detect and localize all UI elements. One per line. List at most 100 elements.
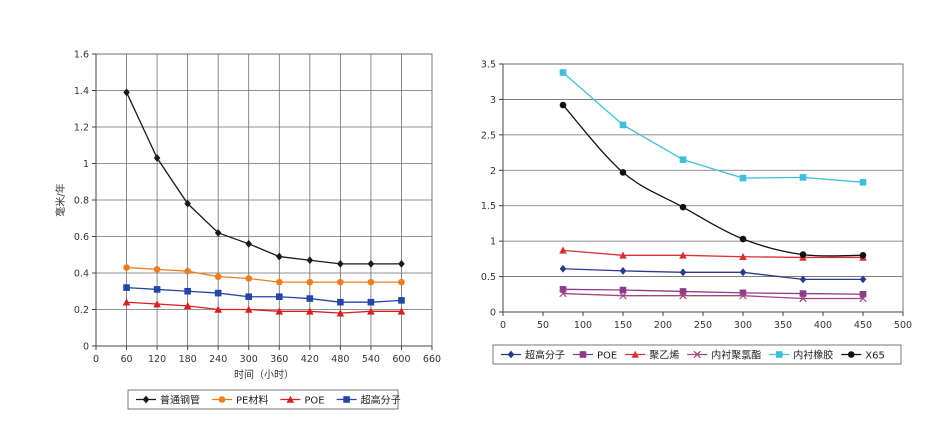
y-tick-label: 2.5 [481,130,496,141]
data-point-s1-0 [123,264,130,271]
y-tick-label: 0.6 [74,232,89,243]
data-point-s3-1-stroke-b [619,291,627,300]
data-point-s1-2 [679,288,687,295]
data-point-s1-2 [184,267,191,275]
data-point-s1-9 [398,278,405,286]
series-line-0 [125,92,402,265]
data-point-s5-3 [739,235,747,243]
data-point-s2-5 [275,307,284,315]
data-point-s2-1 [153,300,161,308]
data-point-s0-7 [337,259,344,268]
y-axis-title: 毫米/年 [54,183,67,216]
data-point-s1-5 [859,290,867,298]
data-point-s3-7 [337,298,344,306]
x-tick-label: 360 [270,354,288,365]
legend: 超高分子 POE 聚乙烯 内衬聚氯酯 内衬橡胶 X65 [492,344,902,365]
data-point-s3-2-stroke-b [679,291,687,300]
data-point-s4-4 [799,174,807,181]
data-point-s5-5 [859,252,867,259]
y-tick-label: 3 [490,95,496,106]
data-point-s0-5 [275,252,283,261]
x-tick-label: 350 [774,320,792,331]
data-point-s0-8 [367,259,375,268]
legend-label-2: 聚乙烯 [649,349,679,362]
legend-swatch-marker-1 [579,351,587,358]
legend-swatch-marker-3 [343,396,350,403]
data-point-s3-4 [245,293,253,301]
data-point-s1-1 [153,266,161,273]
legend-label-1: PE材料 [236,394,268,407]
data-point-s1-4 [245,275,253,282]
y-tick-label: 0.5 [481,272,496,283]
legend-item-3: 超高分子 [336,394,401,407]
series-5 [559,101,867,259]
data-point-s3-0-stroke-b [559,289,567,298]
y-tick-label: 2 [490,166,496,177]
x-axis-title: 时间（小时） [234,368,294,381]
data-point-s0-2 [184,199,191,208]
data-point-s0-0 [559,264,567,273]
data-point-s3-5-stroke-b [859,294,867,303]
legend-label-0: 超高分子 [525,349,565,362]
legend-box [127,389,399,410]
y-tick-label: 1.2 [74,123,89,134]
legend-item-1: POE [573,351,617,362]
x-tick-label: 250 [694,320,712,331]
legend-swatch-marker-5 [847,351,855,358]
series-line-0 [562,268,863,281]
data-point-s3-1 [153,286,161,293]
legend-item-3: 内衬聚氯酯 [687,349,761,362]
x-tick-label: 450 [854,320,872,331]
data-point-s1-6 [306,278,314,286]
data-point-s2-7 [336,309,345,317]
series-line-2 [562,249,863,259]
data-point-s2-2 [679,251,687,259]
legend-label-5: X65 [865,351,885,362]
legend-item-0: 超高分子 [501,349,565,362]
x-tick-label: 0 [500,320,506,331]
legend-label-4: 内衬橡胶 [793,349,833,362]
legend-label-1: POE [597,351,617,362]
legend-swatch-marker-0 [507,350,515,359]
series-line-4 [562,72,864,183]
data-point-s1-1 [619,286,627,294]
x-tick-label: 540 [362,354,380,365]
data-point-s0-3 [739,268,747,277]
x-tick-label: 420 [301,354,319,365]
legend-item-2: 聚乙烯 [625,349,679,362]
legend-label-3: 内衬聚氯酯 [711,349,761,362]
data-point-s1-0 [559,286,567,293]
data-point-s4-1 [619,121,627,129]
series-line-3 [562,292,863,300]
x-tick-label: 150 [614,320,632,331]
series-2 [122,298,406,317]
data-point-s1-5 [275,278,283,286]
data-point-s3-2 [184,287,191,295]
data-point-s3-3 [739,291,747,300]
data-point-s2-3 [739,252,747,261]
series-line-2 [126,301,402,314]
y-tick-label: 0 [83,342,89,353]
x-tick-label: 120 [148,354,166,365]
x-tick-label: 0 [93,354,99,365]
data-point-s5-1 [619,169,627,176]
x-tick-label: 660 [423,354,441,365]
data-point-s0-6 [306,256,314,265]
data-point-s0-3 [214,228,222,237]
data-point-s2-0 [559,246,567,254]
legend-swatch-marker-3-stroke-b [693,350,701,359]
x-tick-label: 60 [120,354,132,365]
data-point-s1-7 [337,278,344,286]
series-3 [123,284,405,306]
x-tick-label: 100 [574,320,592,331]
x-tick-label: 50 [537,320,549,331]
data-point-s0-4 [799,275,807,284]
series-line-1 [562,288,864,295]
legend-item-1: PE材料 [212,394,268,407]
data-point-s3-2 [679,291,687,300]
series-line-3 [126,286,402,303]
legend-swatch-marker-2 [631,350,640,358]
data-point-s3-3-stroke-b [739,291,747,300]
data-point-s5-2 [679,203,687,211]
